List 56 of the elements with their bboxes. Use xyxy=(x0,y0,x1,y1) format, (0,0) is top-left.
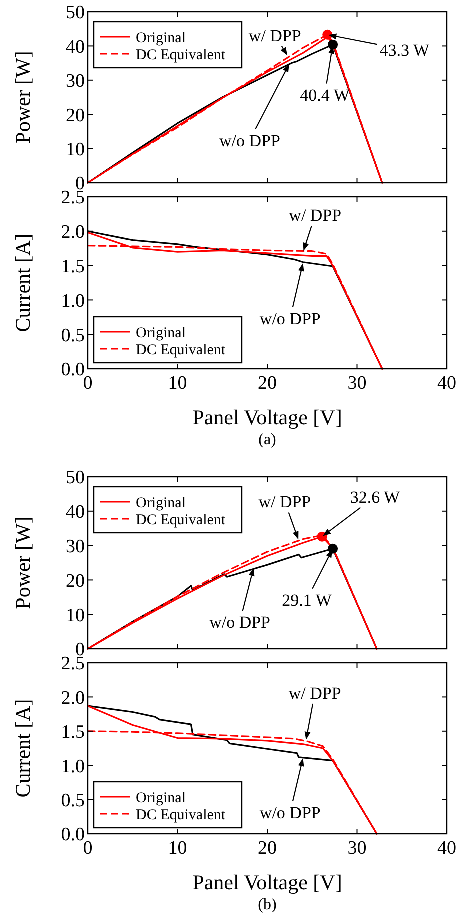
y-tick-label: 20 xyxy=(66,105,85,126)
annotation: 29.1 W xyxy=(282,590,333,610)
annotation: w/ DPP xyxy=(248,26,302,46)
x-tick-label: 10 xyxy=(168,838,188,859)
y-tick-label: 10 xyxy=(66,139,85,160)
annotation: w/ DPP xyxy=(289,206,342,225)
legend-label: Original xyxy=(136,495,186,512)
text: (b) xyxy=(258,896,277,914)
y-tick-label: 50 xyxy=(66,468,85,489)
text: (a) xyxy=(258,432,276,449)
y-tick-label: 0.5 xyxy=(61,325,85,346)
x-tick-label: 30 xyxy=(348,373,367,394)
annotation: w/ DPP xyxy=(288,684,342,703)
y-tick-label: 40 xyxy=(66,36,85,58)
legend-label: DC Equivalent xyxy=(136,807,226,824)
y-tick-label: 1.0 xyxy=(61,756,85,778)
annotation: 43.3 W xyxy=(380,40,430,60)
x-tick-label: 40 xyxy=(438,838,456,859)
annotation: 40.4 W xyxy=(300,86,351,105)
x-tick-label: 10 xyxy=(168,373,188,394)
y-tick-label: 20 xyxy=(66,570,85,592)
legend-label: Original xyxy=(136,790,186,806)
y-tick-label: 0.5 xyxy=(61,790,85,812)
legend-label: DC Equivalent xyxy=(136,512,226,528)
annotation: w/o DPP xyxy=(260,309,321,328)
y-tick-label: 30 xyxy=(66,71,85,92)
y-axis-title: Power [W] xyxy=(11,51,35,144)
annotation: w/o DPP xyxy=(260,803,321,822)
annotation: w/ DPP xyxy=(258,492,312,512)
y-tick-label: 50 xyxy=(66,2,85,24)
y-tick-label: 10 xyxy=(66,605,85,626)
legend-label: DC Equivalent xyxy=(136,47,226,64)
y-tick-label: 2.0 xyxy=(61,688,85,709)
y-tick-label: 1.5 xyxy=(61,722,85,744)
legend-label: DC Equivalent xyxy=(136,342,226,358)
legend-label: Original xyxy=(136,325,186,342)
y-tick-label: 1.0 xyxy=(61,290,85,312)
x-axis-title: Panel Voltage [V] xyxy=(192,405,342,430)
x-tick-label: 30 xyxy=(348,838,367,859)
y-axis-title: Current [A] xyxy=(11,699,35,798)
annotation: w/o DPP xyxy=(219,131,280,150)
y-tick-label: 2.0 xyxy=(61,222,85,244)
y-tick-label: 40 xyxy=(66,502,85,524)
x-tick-label: 40 xyxy=(438,373,456,394)
y-tick-label: 30 xyxy=(66,536,85,558)
y-axis-title: Power [W] xyxy=(11,516,35,610)
annotation: w/o DPP xyxy=(210,613,271,632)
x-tick-label: 20 xyxy=(258,373,277,394)
legend-label: Original xyxy=(136,30,186,46)
y-tick-label: 1.5 xyxy=(61,256,85,278)
x-tick-label: 20 xyxy=(258,838,277,859)
y-axis-title: Current [A] xyxy=(11,234,35,332)
annotation: 32.6 W xyxy=(350,488,402,507)
y-tick-label: 0.0 xyxy=(61,824,85,846)
x-axis-title: Panel Voltage [V] xyxy=(192,870,342,894)
y-tick-label: 0.0 xyxy=(61,360,85,381)
